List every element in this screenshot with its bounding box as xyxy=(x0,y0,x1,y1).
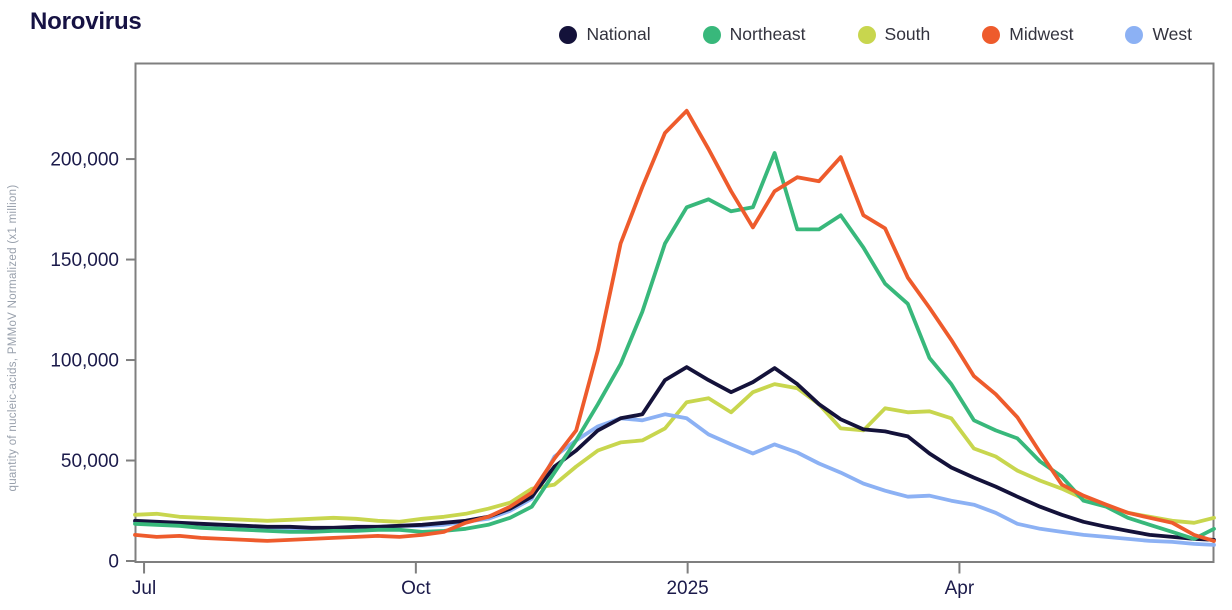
series-line-midwest[interactable] xyxy=(133,108,1216,543)
x-tick-label: Oct xyxy=(401,578,431,599)
series-line-national[interactable] xyxy=(133,365,1216,542)
series-line-northeast[interactable] xyxy=(133,151,1216,541)
legend-item-northeast[interactable]: Northeast xyxy=(702,24,806,45)
y-axis-unit-label: quantity of nucleic-acids, PMMoV Normali… xyxy=(7,185,19,492)
page-title: Norovirus xyxy=(30,8,142,35)
legend-label: South xyxy=(884,24,931,44)
x-tick-label: Apr xyxy=(945,578,975,599)
y-tick-label: 200,000 xyxy=(50,150,119,171)
legend-item-south[interactable]: South xyxy=(857,24,931,45)
legend-item-west[interactable]: West xyxy=(1125,24,1192,45)
legend-dot-national xyxy=(559,25,578,44)
series-line-south[interactable] xyxy=(133,382,1216,525)
legend-label: National xyxy=(586,24,651,44)
x-tick-label: Jul xyxy=(132,578,156,599)
legend-dot-northeast xyxy=(702,25,721,44)
plot-border xyxy=(134,62,1215,563)
y-tick-label: 50,000 xyxy=(61,451,119,472)
legend-label: West xyxy=(1152,24,1192,44)
chart-legend: National Northeast South Midwest West xyxy=(559,24,1192,45)
y-tick-label: 150,000 xyxy=(50,250,119,271)
y-tick-label: 100,000 xyxy=(50,351,119,372)
legend-dot-west xyxy=(1125,25,1144,44)
legend-item-midwest[interactable]: Midwest xyxy=(982,24,1073,45)
legend-dot-midwest xyxy=(982,25,1001,44)
legend-item-national[interactable]: National xyxy=(559,24,651,45)
x-tick-label: 2025 xyxy=(666,578,708,599)
legend-label: Northeast xyxy=(729,24,806,44)
legend-label: Midwest xyxy=(1009,24,1074,44)
y-tick-label: 0 xyxy=(108,552,119,573)
legend-dot-south xyxy=(857,25,876,44)
